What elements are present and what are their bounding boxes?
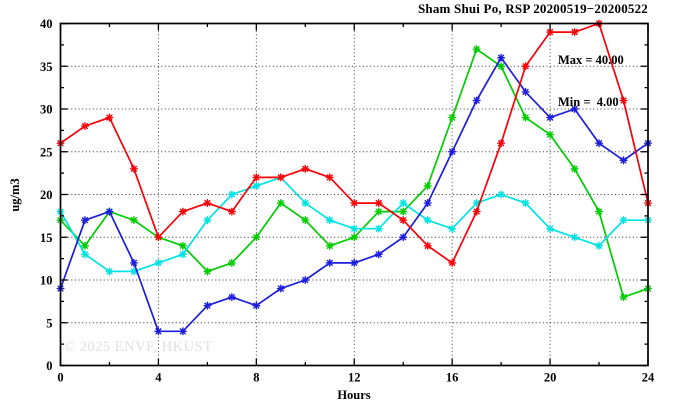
y-tick-label: 0 bbox=[46, 359, 52, 373]
green-line-markers bbox=[56, 45, 652, 302]
y-tick-label: 30 bbox=[40, 103, 53, 117]
x-tick-label: 8 bbox=[253, 371, 259, 385]
y-tick-label: 40 bbox=[40, 17, 53, 31]
axis-ticks bbox=[59, 22, 649, 367]
x-tick-label: 4 bbox=[155, 371, 162, 385]
y-tick-label: 35 bbox=[40, 60, 53, 74]
series bbox=[56, 19, 652, 336]
cyan-line-path bbox=[59, 176, 649, 273]
watermark: © 2025 ENVF, HKUST bbox=[64, 339, 213, 355]
legend-min-label: Min = 4.00 bbox=[558, 95, 619, 109]
blue-line bbox=[56, 53, 652, 336]
x-tick-label: 12 bbox=[348, 371, 361, 385]
x-tick-label: 0 bbox=[57, 371, 63, 385]
y-tick-label: 25 bbox=[40, 145, 53, 159]
chart-title: Sham Shui Po, RSP 20200519−20200522 bbox=[417, 1, 648, 16]
y-tick-label: 20 bbox=[40, 188, 53, 202]
y-tick-label: 10 bbox=[40, 274, 53, 288]
tick-labels: 0 4 8 12 16 20 24 0 5 10 15 20 25 30 35 40 bbox=[40, 17, 655, 385]
y-tick-label: 5 bbox=[46, 316, 52, 330]
legend: Max = 40.00 Min = 4.00 bbox=[558, 25, 624, 137]
legend-max-label: Max = 40.00 bbox=[558, 53, 624, 67]
x-axis-label: Hours bbox=[337, 388, 371, 402]
y-tick-label: 15 bbox=[40, 231, 53, 245]
red-line bbox=[56, 19, 652, 267]
x-tick-label: 20 bbox=[544, 371, 557, 385]
x-tick-label: 16 bbox=[446, 371, 459, 385]
x-tick-label: 24 bbox=[642, 371, 655, 385]
